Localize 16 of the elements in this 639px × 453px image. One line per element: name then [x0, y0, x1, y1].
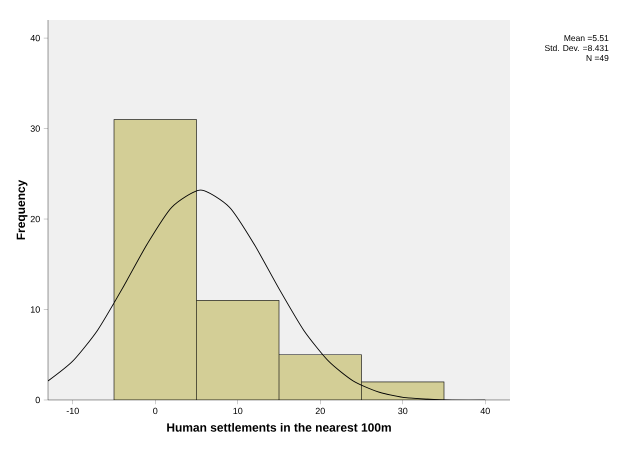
- y-tick-label: 30: [30, 125, 40, 132]
- x-tick-label: 20: [316, 408, 325, 414]
- x-tick-label: 10: [233, 408, 242, 414]
- x-tick-label: 40: [480, 408, 490, 414]
- y-tick-label: 10: [30, 306, 40, 313]
- text: N =49: [586, 55, 608, 62]
- x-tick-label: 0: [153, 408, 158, 414]
- x-axis-title: Human settlements in the nearest 100m: [167, 422, 391, 432]
- text: Std. Dev. =8.431: [544, 44, 608, 52]
- text: Mean =5.51: [564, 35, 608, 42]
- y-tick-label: 0: [36, 396, 40, 404]
- x-tick-label: 30: [398, 408, 408, 414]
- y-tick-label: 40: [30, 34, 40, 42]
- x-tick-label: -10: [66, 408, 79, 414]
- y-tick-label: 20: [30, 216, 40, 222]
- y-axis-title: Frequency: [16, 180, 28, 240]
